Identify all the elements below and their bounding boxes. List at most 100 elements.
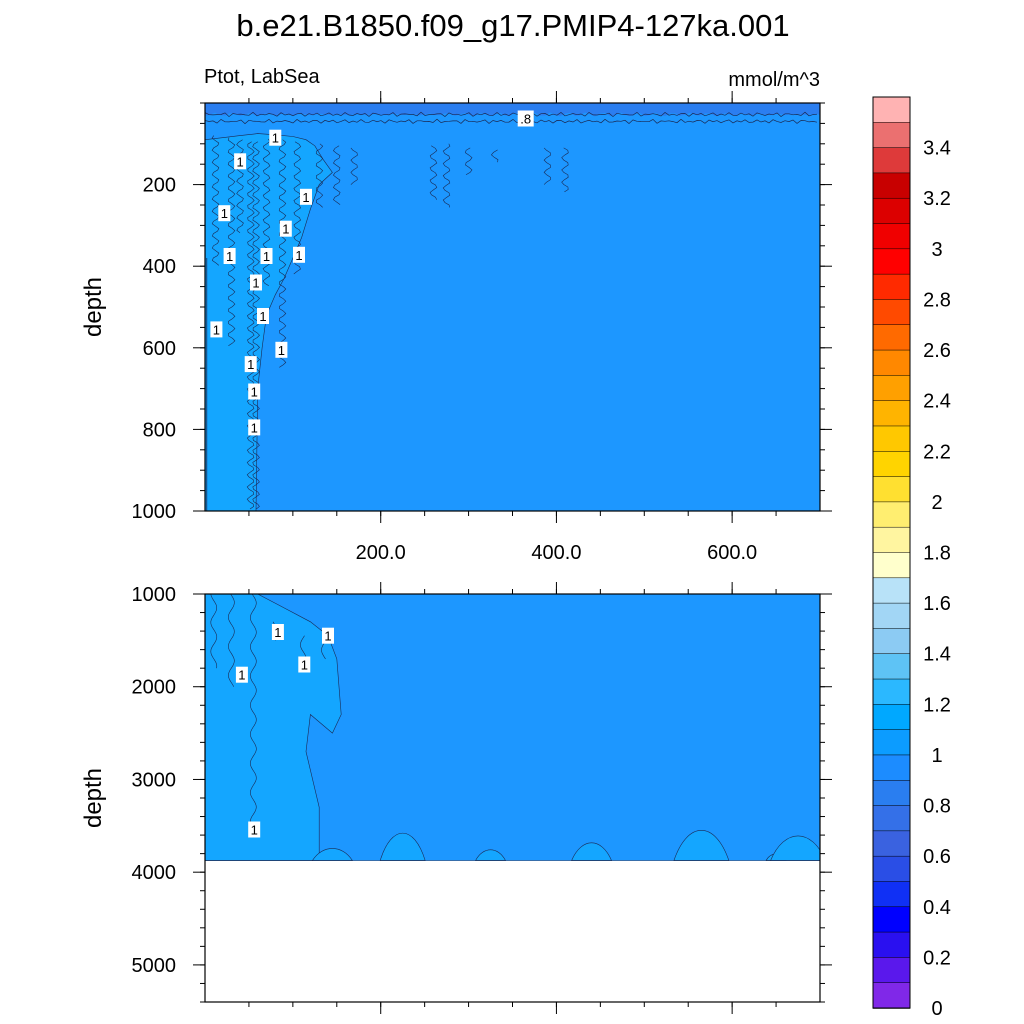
contour-line (350, 147, 358, 185)
contour-label-text: 1 (259, 309, 266, 324)
colorbar-label: 1.2 (923, 694, 951, 716)
colorbar-swatch (872, 881, 911, 908)
variable-region-label: Ptot, LabSea (204, 66, 321, 88)
contour-label-box (248, 821, 261, 838)
contour-label-text: 1 (247, 357, 254, 372)
contour-label: 1 (248, 821, 261, 838)
x-tick-label: 200.0 (356, 542, 406, 564)
contour-label-box (293, 246, 305, 263)
contour-label: 1 (298, 656, 311, 673)
contour-label-text: 1 (252, 276, 259, 291)
contour-label-box (269, 129, 282, 146)
contour-label-text: 1 (302, 190, 309, 205)
colorbar-label: 2.8 (923, 289, 951, 311)
colorbar-swatch (872, 501, 911, 528)
y-tick-label: 1000 (132, 584, 177, 606)
contour-label: 1 (248, 383, 261, 400)
bottom-bump (770, 835, 820, 861)
contour-label: 1 (300, 188, 312, 205)
colorbar-label: 0.2 (923, 947, 951, 969)
contour-label-text: .8 (520, 112, 531, 127)
colorbar-label: 3.4 (923, 138, 951, 160)
colorbar-swatch (872, 653, 911, 680)
contour-label: 1 (279, 220, 292, 237)
contour-label-text: 1 (274, 625, 281, 640)
colorbar-swatch (872, 122, 911, 149)
contour-label: 1 (210, 321, 223, 338)
colorbar-swatch (872, 830, 911, 857)
colorbar-swatch (872, 96, 911, 124)
colorbar-swatch (872, 678, 911, 706)
colorbar-label: 1.4 (923, 644, 951, 666)
contour-field: 1 1 1 1 1 (205, 594, 820, 1002)
contour-line (228, 594, 235, 687)
contour-label-text: 1 (251, 385, 258, 400)
contour-label: 1 (223, 248, 236, 264)
contour-label: 1 (275, 341, 288, 358)
y-tick-label: 3000 (132, 769, 177, 791)
contour-label: 1 (293, 246, 305, 263)
colorbar-swatch (872, 451, 911, 478)
contour-line (332, 145, 341, 205)
colorbar-swatch (872, 172, 911, 199)
colorbar-swatch (872, 602, 911, 630)
colorbar-label: 1.8 (923, 543, 951, 565)
contour-label: 1 (218, 205, 231, 222)
colorbar-swatch (872, 628, 911, 655)
contour-line (210, 594, 218, 669)
y-axis-label: depth (80, 768, 107, 828)
colorbar-swatch (872, 299, 911, 326)
contour-label-text: 1 (221, 206, 228, 221)
contour-label-text: 1 (238, 668, 245, 683)
colorbar-label: 2.6 (923, 340, 951, 362)
colorbar-label: 0 (931, 998, 942, 1020)
contour-line (278, 139, 287, 368)
contour-label-text: 1 (251, 420, 258, 435)
contour-label: 1 (250, 274, 262, 291)
bottom-bump (379, 832, 426, 861)
y-tick-label: 800 (143, 419, 176, 441)
colorbar-swatch (872, 349, 911, 377)
colorbar-swatch (872, 780, 911, 807)
contour-label-box (218, 205, 231, 222)
y-axis-label: depth (80, 277, 107, 337)
colorbar-swatch (872, 957, 911, 984)
colorbar-label: 2.2 (923, 441, 951, 463)
colorbar-swatch (872, 855, 911, 883)
contour-label-text: 1 (236, 154, 243, 169)
y-tick-label: 4000 (132, 862, 177, 884)
contour-label: 1 (271, 624, 284, 640)
contour-label-box (279, 220, 292, 237)
colorbar-swatch (872, 248, 911, 275)
contour-line (205, 111, 818, 118)
light-region (205, 133, 333, 511)
contour-label: 1 (257, 308, 269, 324)
colorbar-label: 2 (931, 492, 942, 514)
colorbar-swatch (872, 425, 911, 453)
colorbar-swatch (872, 476, 911, 503)
contour-line (205, 118, 818, 125)
contour-label-box (250, 274, 262, 291)
contour-line (429, 145, 438, 200)
colorbar-swatch (872, 577, 911, 604)
y-tick-label: 600 (143, 338, 176, 360)
colorbar-frame (872, 96, 911, 1009)
contour-label-text: 1 (213, 322, 220, 337)
x-tick-label: 400.0 (531, 542, 581, 564)
y-tick-label: 400 (143, 256, 176, 278)
contour-label-box (517, 110, 534, 127)
colorbar-swatch (872, 197, 911, 225)
contour-line (465, 147, 473, 176)
contour-label-text: 1 (301, 658, 308, 673)
contour-label-box (322, 627, 334, 644)
colorbar-swatch (872, 400, 911, 427)
colorbar-swatch (872, 526, 911, 554)
contour-label-text: 1 (278, 343, 285, 358)
contour-label-box (300, 188, 312, 205)
colorbar-swatch (872, 704, 911, 731)
contour-label-box (248, 383, 261, 400)
colorbar-swatch (872, 273, 911, 301)
colorbar-swatch (872, 223, 911, 250)
